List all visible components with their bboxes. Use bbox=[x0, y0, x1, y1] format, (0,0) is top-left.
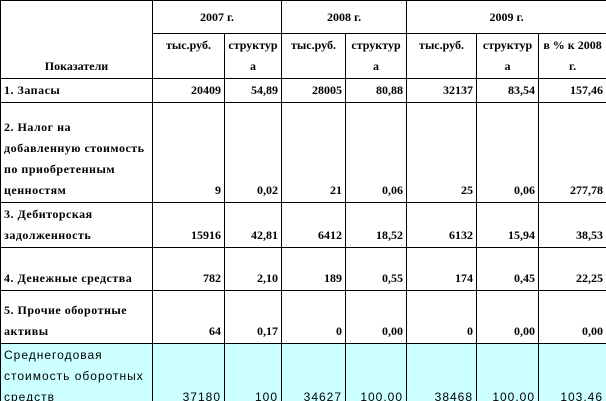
value-cell: 80,88 bbox=[345, 78, 408, 103]
header-cell: Показатели bbox=[0, 0, 153, 79]
row-label: 4. Денежные средства bbox=[0, 247, 153, 291]
value-cell: 32137 bbox=[406, 78, 478, 103]
year-header: 2007 г. bbox=[151, 0, 283, 34]
value-cell: 28005 bbox=[281, 78, 347, 103]
value-cell: 0 bbox=[281, 290, 347, 344]
row-label: 2. Налог на добавленную стоимость по при… bbox=[0, 102, 153, 203]
row-label: 3. Дебиторская задолженность bbox=[0, 202, 153, 248]
value-cell: 21 bbox=[281, 102, 347, 203]
value-cell: 38,53 bbox=[538, 202, 606, 248]
value-cell: 38468 bbox=[406, 343, 478, 401]
value-cell: 18,52 bbox=[345, 202, 408, 248]
value-cell: 189 bbox=[281, 247, 347, 291]
value-cell: 174 bbox=[406, 247, 478, 291]
subheader-cell: тыс.руб. bbox=[152, 33, 225, 79]
value-cell: 6132 bbox=[406, 202, 478, 248]
value-cell: 100,00 bbox=[476, 343, 540, 401]
value-cell: 0,06 bbox=[476, 102, 540, 203]
value-cell: 83,54 bbox=[476, 78, 540, 103]
value-cell: 157,46 bbox=[538, 78, 606, 103]
value-cell: 0,55 bbox=[345, 247, 408, 291]
value-cell: 15,94 bbox=[476, 202, 540, 248]
table-row: 3. Дебиторская задолженность 15916 42,81 64… bbox=[0, 202, 606, 248]
table-row: 2. Налог на добавленную стоимость по при… bbox=[0, 102, 606, 203]
value-cell: 103,46 bbox=[538, 343, 606, 401]
row-label: 5. Прочие оборотные активы bbox=[0, 290, 153, 344]
value-cell: 9 bbox=[152, 102, 225, 203]
value-cell: 0,00 bbox=[476, 290, 540, 344]
table-row: Среднегодовая стоимость оборотных средст… bbox=[0, 343, 606, 401]
table-row: 4. Денежные средства 782 2,10 189 0,55 174 0,4… bbox=[0, 247, 606, 291]
value-cell: 0,00 bbox=[345, 290, 408, 344]
value-cell: 25 bbox=[406, 102, 478, 203]
table-row: 5. Прочие оборотные активы 64 0,17 0 0,00 0 0,… bbox=[0, 290, 606, 344]
subheader-cell: структура bbox=[345, 33, 408, 79]
table-row: 1. Запасы 20409 54,89 28005 80,88 32137 83,54 1… bbox=[0, 78, 606, 103]
value-cell: 34627 bbox=[281, 343, 347, 401]
value-cell: 20409 bbox=[152, 78, 225, 103]
value-cell: 42,81 bbox=[223, 202, 283, 248]
value-cell: 6412 bbox=[281, 202, 347, 248]
value-cell: 277,78 bbox=[538, 102, 606, 203]
year-header: 2008 г. bbox=[281, 0, 408, 34]
value-cell: 2,10 bbox=[223, 247, 283, 291]
row-label: Среднегодовая стоимость оборотных средст… bbox=[0, 343, 153, 401]
subheader-cell: тыс.руб. bbox=[406, 33, 478, 79]
value-cell: 64 bbox=[152, 290, 225, 344]
subheader-cell: в % к 2008 г. bbox=[538, 33, 606, 79]
value-cell: 54,89 bbox=[223, 78, 283, 103]
value-cell: 37180 bbox=[152, 343, 225, 401]
value-cell: 0,02 bbox=[223, 102, 283, 203]
value-cell: 100,00 bbox=[345, 343, 408, 401]
value-cell: 22,25 bbox=[538, 247, 606, 291]
year-header: 2009 г. bbox=[406, 0, 606, 34]
value-cell: 0,06 bbox=[345, 102, 408, 203]
value-cell: 0,00 bbox=[538, 290, 606, 344]
value-cell: 0 bbox=[406, 290, 478, 344]
row-label: 1. Запасы bbox=[0, 78, 153, 103]
subheader-cell: структура bbox=[223, 33, 283, 79]
value-cell: 782 bbox=[152, 247, 225, 291]
subheader-cell: структура bbox=[476, 33, 540, 79]
value-cell: 0,45 bbox=[476, 247, 540, 291]
value-cell: 100 bbox=[223, 343, 283, 401]
value-cell: 15916 bbox=[152, 202, 225, 248]
value-cell: 0,17 bbox=[223, 290, 283, 344]
table-row: Показатели 2007 г. 2008 г. 2009 г. bbox=[0, 0, 606, 79]
subheader-cell: тыс.руб. bbox=[281, 33, 347, 79]
table-row: тыс.руб. структура тыс.руб. структура тыс.ру… bbox=[1, 33, 606, 79]
